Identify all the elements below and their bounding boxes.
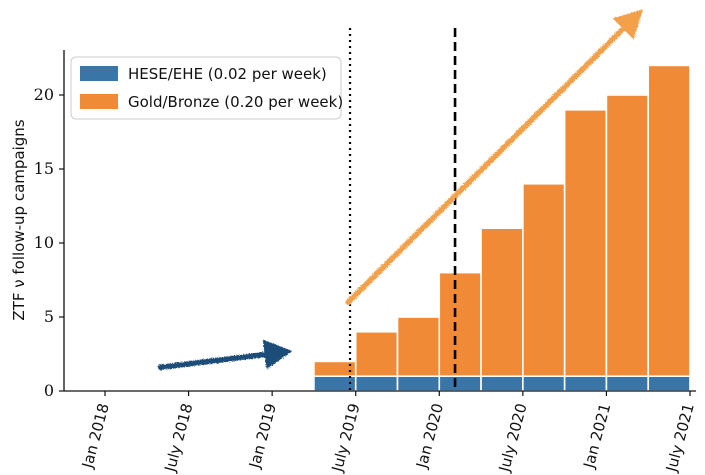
x-tick-label: Jan 2019 [245, 401, 280, 470]
axes-group [63, 50, 696, 392]
x-tick-label: July 2020 [495, 401, 531, 474]
bar-gold-bronze-7 [605, 94, 650, 378]
bar-hese-ehe-4 [480, 375, 524, 392]
reference-lines-group [348, 28, 457, 391]
bar-hese-ehe-7 [605, 375, 650, 392]
bar-hese-ehe-5 [522, 375, 566, 392]
y-tick-label: 15 [34, 159, 54, 178]
bar-hese-ehe-8 [647, 375, 691, 392]
legend-label-1: Gold/Bronze (0.20 per week) [128, 93, 343, 111]
legend: HESE/EHE (0.02 per week) Gold/Bronze (0.2… [70, 56, 343, 120]
x-tick-label: Jan 2018 [78, 401, 113, 470]
x-tick-label: July 2018 [161, 401, 197, 474]
trend-arrow-0-shaft [157, 351, 268, 371]
y-tick-label: 0 [44, 381, 54, 400]
bar-gold-bronze-6 [563, 109, 608, 377]
bar-gold-bronze-0 [313, 360, 357, 377]
trend-arrow-1-head [612, 9, 643, 40]
trend-arrows-group [157, 9, 643, 371]
y-tick-label: 5 [44, 307, 54, 326]
bar-gold-bronze-8 [647, 64, 691, 377]
bar-gold-bronze-4 [480, 227, 524, 377]
bar-hese-ehe-6 [563, 375, 608, 392]
x-ticks-group: Jan 2018 July 2018 Jan 2019 July 2019 Jan 20… [78, 391, 698, 475]
bar-hese-ehe-2 [396, 375, 441, 392]
legend-swatch-0 [80, 66, 118, 81]
bar-hese-ehe-1 [354, 375, 399, 392]
trend-arrow-0-head [262, 339, 293, 370]
trend-arrow-1 [345, 9, 643, 305]
bar-gold-bronze-2 [396, 316, 441, 378]
x-tick-label: July 2021 [662, 401, 698, 474]
x-tick-label: Jan 2021 [580, 401, 615, 470]
y-tick-label: 20 [34, 85, 54, 104]
bar-gold-bronze-3 [438, 271, 482, 378]
legend-frame [70, 56, 342, 120]
trend-arrow-0 [157, 339, 293, 371]
legend-label-0: HESE/EHE (0.02 per week) [128, 65, 327, 83]
x-tick-label: Jan 2020 [412, 401, 447, 470]
y-ticks-group: 0 5 10 15 20 [34, 85, 64, 400]
bar-hese-ehe-3 [438, 375, 482, 392]
trend-arrow-1-shaft [345, 26, 626, 305]
bar-gold-bronze-1 [354, 330, 399, 377]
y-tick-label: 10 [34, 233, 54, 252]
legend-swatch-1 [80, 94, 118, 109]
y-axis-title: ZTF ν follow-up campaigns [10, 119, 28, 320]
bar-gold-bronze-5 [522, 183, 566, 377]
bars-group [313, 64, 691, 392]
x-tick-label: July 2019 [328, 401, 364, 474]
